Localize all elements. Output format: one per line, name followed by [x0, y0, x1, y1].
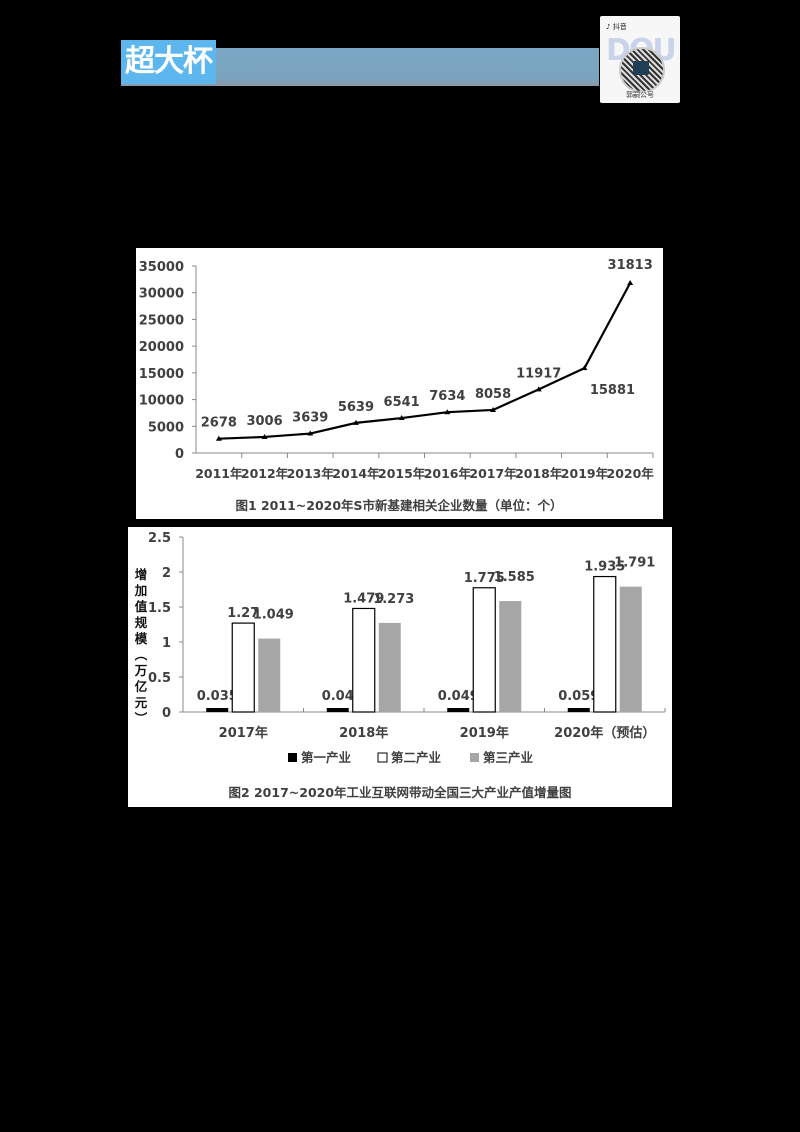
data-label: 8058 — [475, 387, 511, 402]
chart-title: 图2 2017~2020年工业互联网带动全国三大产业产值增量图 — [228, 785, 571, 800]
data-label: 6541 — [384, 395, 420, 410]
data-label: 15881 — [590, 383, 635, 398]
x-tick-label: 2017年 — [469, 466, 517, 481]
qr-center-logo-icon — [633, 61, 649, 75]
qr-code-badge: ♪ 抖音 DOU 郭嗣公号 — [600, 16, 680, 103]
data-label: 1.585 — [494, 570, 535, 585]
data-label: 1.273 — [373, 592, 414, 607]
douyin-logo-icon: ♪ 抖音 — [606, 23, 627, 31]
y-tick-label: 1.5 — [148, 601, 171, 616]
triangle-marker-icon — [581, 365, 588, 371]
data-label: 1.935 — [584, 560, 625, 575]
triangle-marker-icon — [627, 280, 634, 286]
data-label: 1.791 — [614, 556, 655, 571]
x-tick-label: 2018年 — [515, 466, 563, 481]
bar-chart: 0 0.5 1 1.5 2 2.5 增加值规模︵万亿元︶ 0.035 1.271.049 2017… — [134, 531, 666, 800]
x-tick-label: 2018年 — [339, 725, 388, 741]
data-label: 0.04 — [322, 689, 354, 704]
bar-2 — [231, 622, 255, 713]
y-tick-label: 20000 — [139, 340, 184, 355]
y-tick-label: 10000 — [139, 394, 184, 409]
y-tick-label: 30000 — [139, 287, 184, 302]
x-tick-label: 2013年 — [287, 466, 335, 481]
bar-1 — [567, 708, 590, 712]
bar-3 — [499, 601, 522, 712]
x-tick-label: 2020年 — [607, 466, 655, 481]
triangle-marker-icon — [261, 433, 268, 439]
header-title: 超大杯 — [121, 40, 216, 84]
legend-swatch-icon — [470, 753, 479, 762]
triangle-marker-icon — [215, 435, 222, 441]
data-label: 0.059 — [558, 689, 599, 704]
triangle-marker-icon — [444, 409, 451, 415]
y-tick-label: 35000 — [139, 260, 184, 275]
data-label: 1.27 — [227, 606, 259, 621]
bar-2 — [472, 587, 496, 713]
data-line — [218, 282, 632, 440]
data-label: 5639 — [338, 400, 374, 415]
legend-swatch-icon — [288, 753, 297, 762]
bar-2 — [352, 607, 376, 713]
x-tick-label: 2011年 — [195, 466, 243, 481]
y-tick-label: 0 — [162, 706, 171, 721]
data-label: 1.775 — [464, 571, 505, 586]
x-tick-label: 2012年 — [241, 466, 289, 481]
bar-2 — [593, 575, 617, 713]
bar-1 — [326, 708, 349, 712]
triangle-marker-icon — [307, 430, 314, 436]
x-tick-label: 2019年 — [460, 725, 509, 741]
y-tick-label: 1 — [162, 636, 171, 651]
legend-label: 第三产业 — [483, 750, 534, 765]
y-tick-label: 5000 — [148, 420, 184, 435]
y-tick-label: 0 — [175, 447, 184, 462]
bar-3 — [619, 586, 642, 712]
y-tick-label: 15000 — [139, 367, 184, 382]
data-label: 1.479 — [343, 591, 384, 606]
legend-swatch-icon — [377, 752, 388, 763]
data-label: 3639 — [292, 411, 328, 426]
y-tick-label: 0.5 — [148, 671, 171, 686]
x-tick-label: 2014年 — [332, 466, 380, 481]
data-label: 0.049 — [438, 689, 479, 704]
x-tick-label: 2016年 — [424, 466, 472, 481]
bar-1 — [206, 708, 229, 712]
triangle-marker-icon — [535, 386, 542, 392]
line-chart-panel: 0 5000 10000 15000 20000 25000 30000 35000 2011年… — [136, 248, 663, 519]
bar-3 — [258, 638, 281, 712]
x-tick-label: 2020年（预估） — [554, 725, 655, 741]
x-tick-label: 2019年 — [561, 466, 609, 481]
bar-chart-panel: 0 0.5 1 1.5 2 2.5 增加值规模︵万亿元︶ 0.035 1.27 1.049 2017… — [128, 527, 672, 807]
data-label: 31813 — [608, 258, 653, 273]
legend-label: 第二产业 — [391, 750, 442, 765]
data-label: 11917 — [516, 366, 561, 381]
chart-title: 图1 2011~2020年S市新基建相关企业数量（单位：个） — [235, 498, 562, 513]
x-tick-label: 2015年 — [378, 466, 426, 481]
bar-3 — [378, 622, 401, 712]
y-tick-label: 2.5 — [148, 531, 171, 546]
triangle-marker-icon — [352, 419, 359, 425]
bar-1 — [447, 708, 470, 712]
data-label: 1.049 — [253, 608, 294, 623]
triangle-marker-icon — [398, 415, 405, 421]
data-label: 0.035 — [197, 689, 238, 704]
y-tick-label: 2 — [162, 566, 171, 581]
triangle-marker-icon — [490, 406, 497, 412]
x-tick-label: 2017年 — [219, 725, 268, 741]
data-label: 2678 — [201, 416, 237, 431]
qr-caption: 郭嗣公号 — [626, 91, 654, 99]
qr-code-icon — [619, 47, 665, 93]
legend-label: 第一产业 — [301, 750, 352, 765]
y-axis-label: 增加值规模︵万亿元︶ — [134, 567, 148, 726]
line-chart: 0 5000 10000 15000 20000 25000 30000 35000 2011年… — [139, 258, 655, 513]
data-label: 7634 — [429, 389, 465, 404]
y-tick-label: 25000 — [139, 313, 184, 328]
data-label: 3006 — [246, 414, 282, 429]
